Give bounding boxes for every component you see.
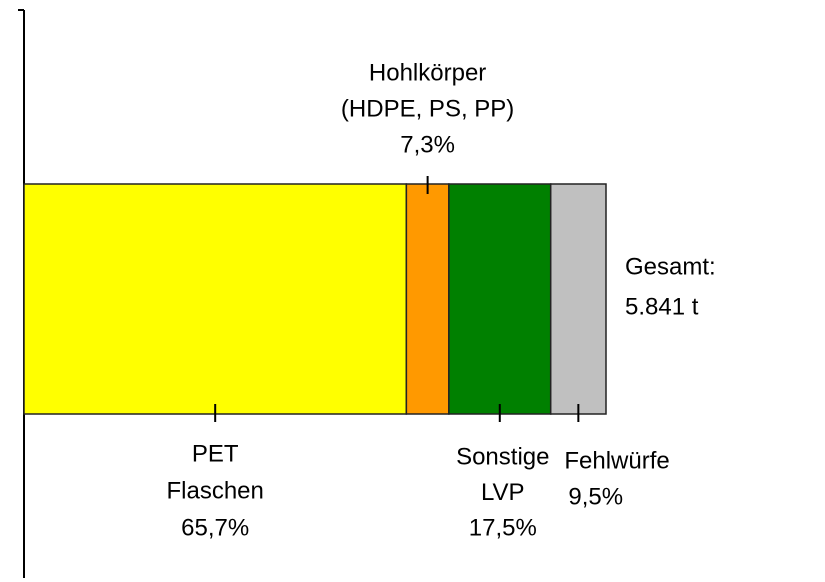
annotation: 5.841 t	[625, 293, 699, 320]
value-label: 7,3%	[400, 131, 455, 158]
segment-label: Flaschen	[166, 477, 263, 504]
bar-segment	[405, 183, 450, 415]
bar-segment	[448, 183, 552, 415]
segment-label: Fehlwürfe	[564, 447, 669, 474]
value-label: 9,5%	[568, 483, 623, 510]
segment-label: Sonstige	[456, 443, 549, 470]
bar-segment	[23, 183, 408, 415]
segment-label: PET	[192, 440, 239, 467]
value-label: 65,7%	[181, 514, 249, 541]
segment-label: Hohlkörper	[369, 59, 486, 86]
value-label: 17,5%	[469, 514, 537, 541]
annotation: Gesamt:	[625, 253, 716, 280]
segment-label: (HDPE, PS, PP)	[341, 95, 514, 122]
bar-segment	[549, 183, 607, 415]
segment-label: LVP	[481, 479, 525, 506]
